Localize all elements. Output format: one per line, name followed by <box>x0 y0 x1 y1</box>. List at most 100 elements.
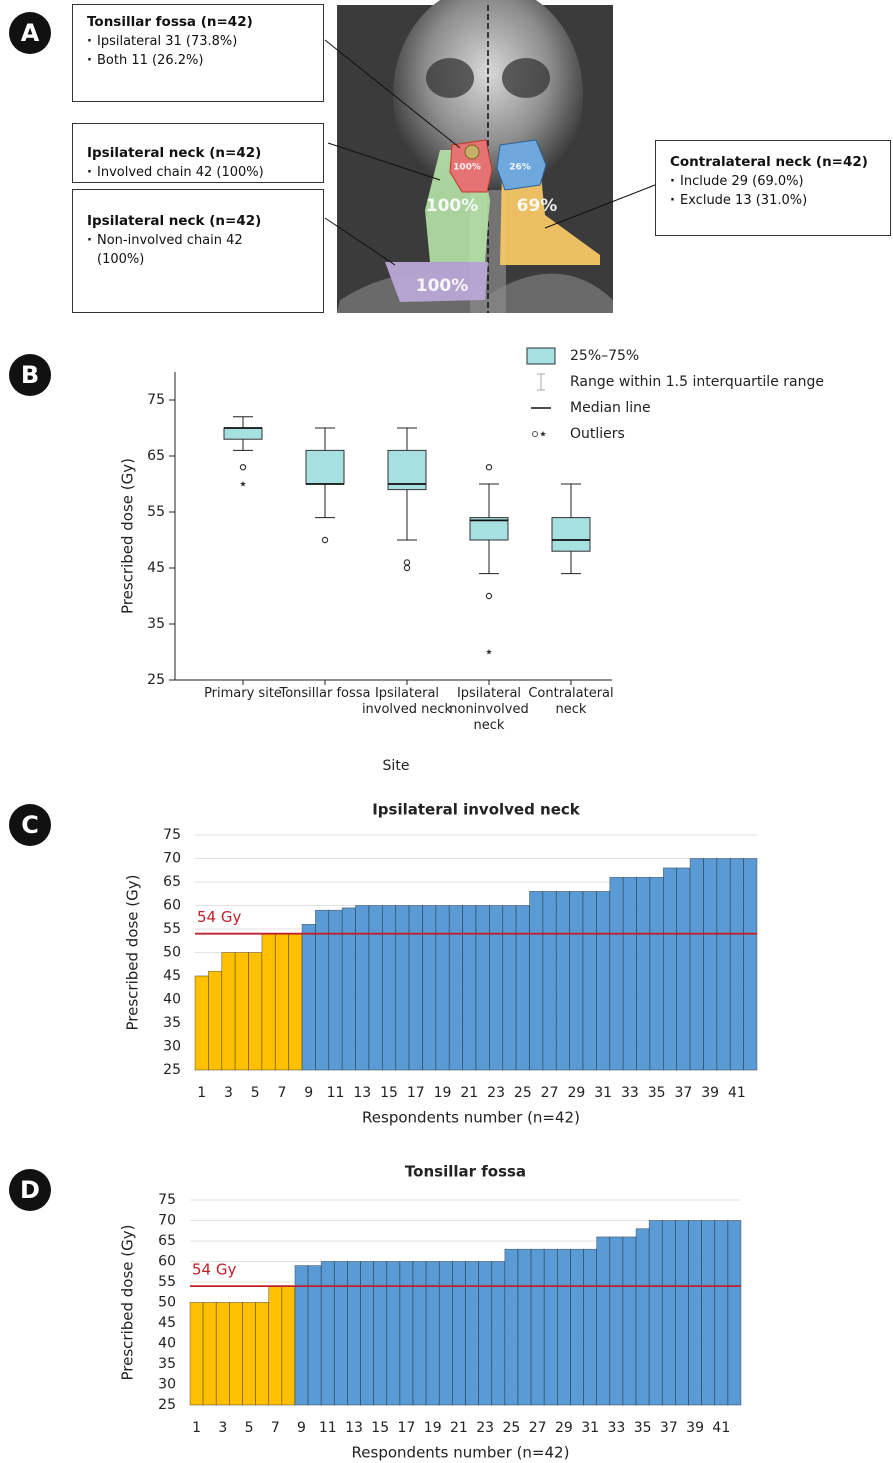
bar <box>570 1249 583 1405</box>
x-tick-label: 17 <box>407 1085 425 1101</box>
outlier <box>486 465 491 470</box>
y-tick-label: 25 <box>163 1062 181 1078</box>
bar <box>544 1249 557 1405</box>
bar <box>436 906 449 1071</box>
bar <box>637 877 650 1070</box>
bar <box>675 1221 688 1406</box>
x-tick-label: 15 <box>371 1420 389 1436</box>
x-tick-label: 41 <box>712 1420 730 1436</box>
panel-label: A <box>21 19 40 47</box>
annotation-box: Contralateral neck (n=42) Include 29 (69… <box>655 140 891 236</box>
x-tick-label-box: Contralateral neck <box>523 686 619 746</box>
bar <box>516 906 529 1071</box>
bar <box>203 1303 216 1406</box>
y-tick-label: 35 <box>147 616 165 632</box>
legend-label: Median line <box>570 400 651 416</box>
y-tick-label: 75 <box>147 392 165 408</box>
bar <box>289 934 302 1070</box>
bar <box>374 1262 387 1406</box>
legend-swatch <box>533 432 538 437</box>
x-tick-label: 13 <box>345 1420 363 1436</box>
bar <box>256 1303 269 1406</box>
legend-label: 25%–75% <box>570 348 639 364</box>
y-tick-label: 40 <box>158 1336 176 1352</box>
bar <box>216 1303 229 1406</box>
bar <box>382 906 395 1071</box>
outlier <box>322 537 327 542</box>
y-tick-label: 75 <box>158 1192 176 1208</box>
x-tick-label: 29 <box>555 1420 573 1436</box>
x-tick-label: 33 <box>621 1085 639 1101</box>
bar <box>623 1237 636 1405</box>
bar <box>717 859 730 1071</box>
box-title: Tonsillar fossa (n=42) <box>87 13 309 32</box>
panel-label: C <box>21 811 39 839</box>
x-tick-label: 1 <box>197 1085 206 1101</box>
bar <box>242 1303 255 1406</box>
bar <box>730 859 743 1071</box>
x-tick-label: 27 <box>529 1420 547 1436</box>
bar <box>302 924 315 1070</box>
bar <box>584 1249 597 1405</box>
image-label: 69% <box>517 196 558 216</box>
x-tick-label: 37 <box>674 1085 692 1101</box>
y-tick-label: 35 <box>163 1015 181 1031</box>
bar <box>610 1237 623 1405</box>
bar <box>361 1262 374 1406</box>
outlier <box>240 465 245 470</box>
x-tick-label: 7 <box>278 1085 287 1101</box>
x-tick-label: 21 <box>460 1085 478 1101</box>
y-tick-label: 55 <box>163 921 181 937</box>
bar <box>689 1221 702 1406</box>
annotation-box: Ipsilateral neck (n=42) Non-involved cha… <box>72 189 324 313</box>
bar <box>556 891 569 1070</box>
x-tick-label: 15 <box>380 1085 398 1101</box>
y-tick-label: 70 <box>158 1213 176 1229</box>
x-tick-label: 5 <box>245 1420 254 1436</box>
x-tick-label: 35 <box>648 1085 666 1101</box>
x-tick-label: 11 <box>327 1085 345 1101</box>
bar <box>452 1262 465 1406</box>
bar <box>334 1262 347 1406</box>
x-tick-label: 1 <box>192 1420 201 1436</box>
extreme-outlier <box>486 649 492 654</box>
y-tick-label: 60 <box>163 898 181 914</box>
y-tick-label: 65 <box>147 448 165 464</box>
chart-title: Ipsilateral involved neck <box>372 801 581 819</box>
bar <box>530 891 543 1070</box>
x-tick-label: 25 <box>514 1085 532 1101</box>
legend-swatch <box>527 348 555 364</box>
bar <box>662 1221 675 1406</box>
bar <box>690 859 703 1071</box>
bar <box>190 1303 203 1406</box>
bar <box>439 1262 452 1406</box>
y-tick-label: 50 <box>158 1295 176 1311</box>
bar <box>492 1262 505 1406</box>
bar <box>449 906 462 1071</box>
x-tick-label: 33 <box>607 1420 625 1436</box>
bar <box>413 1262 426 1406</box>
bar <box>597 1237 610 1405</box>
bar <box>282 1286 295 1405</box>
x-tick-label: 23 <box>476 1420 494 1436</box>
legend-swatch <box>540 431 546 436</box>
iqr-box <box>552 518 590 552</box>
bar <box>229 1303 242 1406</box>
box-item: Exclude 13 (31.0%) <box>670 191 876 210</box>
bar <box>650 877 663 1070</box>
y-tick-label: 55 <box>147 504 165 520</box>
image-label: 100% <box>426 196 479 216</box>
box-title: Ipsilateral neck (n=42) <box>87 144 309 163</box>
bar <box>728 1221 741 1406</box>
bar <box>235 953 248 1071</box>
reference-label: 54 Gy <box>197 908 241 926</box>
bar <box>400 1262 413 1406</box>
y-tick-label: 45 <box>163 968 181 984</box>
y-tick-label: 45 <box>147 560 165 576</box>
y-tick-label: 40 <box>163 992 181 1008</box>
x-tick-label: 9 <box>297 1420 306 1436</box>
x-tick-label: 21 <box>450 1420 468 1436</box>
legend-label: Range within 1.5 interquartile range <box>570 374 824 390</box>
bar <box>426 1262 439 1406</box>
x-tick-label: 5 <box>251 1085 260 1101</box>
